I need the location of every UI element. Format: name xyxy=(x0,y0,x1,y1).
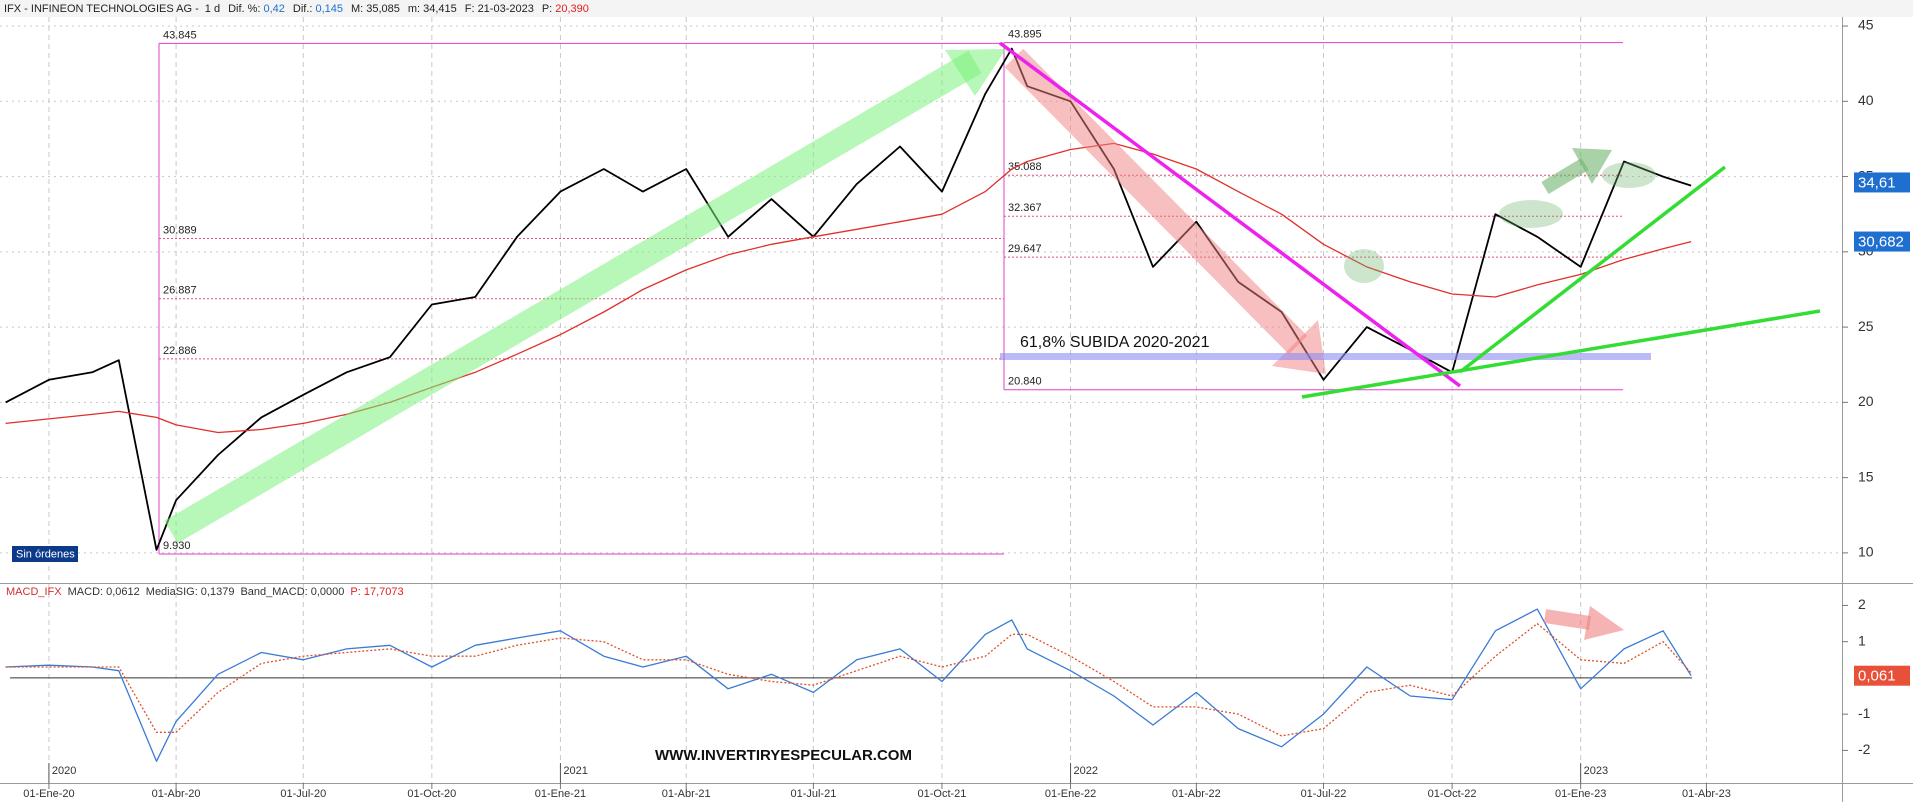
macd-header-item: Band_MACD: 0,0000 xyxy=(240,586,344,598)
fib-label: 29.647 xyxy=(1008,243,1042,255)
x-tick-label: 01-Ene-21 xyxy=(535,788,586,800)
macd-arrow-body xyxy=(1543,609,1592,630)
x-tick-label: 01-Jul-21 xyxy=(790,788,836,800)
y-tick-label: 2 xyxy=(1858,596,1866,612)
header-field-value: 21-03-2023 xyxy=(478,3,534,15)
header-field-value: 0,145 xyxy=(315,3,343,15)
series-line xyxy=(5,622,1692,737)
fib-label: 43.895 xyxy=(1008,29,1042,41)
green-trendline-short xyxy=(1458,165,1727,374)
x-tick-label: 01-Jul-20 xyxy=(280,788,326,800)
highlight-ellipse xyxy=(1499,200,1563,228)
last-value-label: 0,061 xyxy=(1858,668,1896,685)
small-arrow-head xyxy=(1572,148,1612,184)
y-tick-label: 1 xyxy=(1858,632,1866,648)
x-tick-label: 01-Abr-20 xyxy=(152,788,201,800)
year-label: 2020 xyxy=(52,765,76,777)
y-tick-label: -2 xyxy=(1858,741,1871,757)
last-value-tag xyxy=(1854,665,1910,686)
x-tick-label: 01-Abr-21 xyxy=(662,788,711,800)
highlight-ellipse xyxy=(1602,162,1656,188)
header-period: 1 d xyxy=(205,3,220,15)
fib-label: 35.088 xyxy=(1008,161,1042,173)
fib-label: 22.886 xyxy=(163,345,197,357)
last-value-label: 34,61 xyxy=(1858,174,1896,191)
annotation-text: 61,8% SUBIDA 2020-2021 xyxy=(1020,334,1210,351)
fib-label: 43.845 xyxy=(163,29,197,41)
macd-header: MACD_IFX MACD: 0,0612 MediaSIG: 0,1379 Band… xyxy=(6,586,404,598)
x-tick-label: 01-Jul-22 xyxy=(1301,788,1347,800)
red-arrow-head xyxy=(1272,320,1326,374)
badge-box xyxy=(12,546,78,562)
header-field-label: m: xyxy=(408,3,420,15)
header-field-label: P: xyxy=(542,3,552,15)
x-tick-label: 01-Abr-23 xyxy=(1682,788,1731,800)
y-tick-label: 25 xyxy=(1858,318,1874,334)
year-label: 2023 xyxy=(1584,765,1608,777)
y-tick-label: 45 xyxy=(1858,17,1874,33)
year-label: 2021 xyxy=(563,765,587,777)
badge: Sin órdenes xyxy=(16,548,75,560)
header-field-label: F: xyxy=(465,3,475,15)
header: IFX - INFINEON TECHNOLOGIES AG - 1 d Dif. … xyxy=(4,3,589,15)
y-tick-label: 10 xyxy=(1858,544,1874,560)
header-field-value: 20,390 xyxy=(555,3,589,15)
header-field-label: M: xyxy=(351,3,363,15)
data: 43.845 30.889 26.887 22.886 9.930 43.895 35.08… xyxy=(5,29,1692,762)
watermark: WWW.INVERTIRYESPECULAR.COM xyxy=(655,747,912,764)
y-tick-label: 15 xyxy=(1858,468,1874,484)
x-tick-label: 01-Ene-22 xyxy=(1045,788,1096,800)
x-tick-label: 01-Ene-23 xyxy=(1555,788,1606,800)
fib-label: 32.367 xyxy=(1008,202,1042,214)
last-value-tag xyxy=(1854,231,1910,252)
green-arrow-head xyxy=(945,49,1006,96)
fib-label: 30.889 xyxy=(163,224,197,236)
macd-arrow-head xyxy=(1584,606,1624,640)
series-line xyxy=(5,142,1692,434)
drawn-annotations xyxy=(164,41,1821,640)
x-tick-label: 01-Abr-22 xyxy=(1172,788,1221,800)
series-line xyxy=(5,608,1692,762)
y-tick-label: -1 xyxy=(1858,705,1871,721)
header-field-value: 0,42 xyxy=(263,3,284,15)
header-field-value: 35,085 xyxy=(366,3,400,15)
y-tick-label: 40 xyxy=(1858,92,1874,108)
fib-label: 20.840 xyxy=(1008,376,1042,388)
macd-header-item: MACD: 0,0612 xyxy=(68,586,140,598)
red-arrow-body xyxy=(1004,48,1308,355)
header-bar xyxy=(0,0,1913,17)
header-field-label: Dif. %: xyxy=(228,3,260,15)
highlight-ellipse xyxy=(1344,249,1384,283)
year-label: 2022 xyxy=(1074,765,1098,777)
fib-label: 9.930 xyxy=(163,540,191,552)
last-value-label: 30,682 xyxy=(1858,234,1904,251)
x-tick-label: 01-Ene-20 xyxy=(23,788,74,800)
retracement-band xyxy=(1000,353,1651,360)
x-tick-label: 01-Oct-22 xyxy=(1428,788,1477,800)
green-trendline-long xyxy=(1301,309,1821,399)
magenta-trendline xyxy=(998,41,1462,388)
header-field-value: 34,415 xyxy=(423,3,457,15)
x-tick-label: 01-Oct-21 xyxy=(918,788,967,800)
macd-header-item: MediaSIG: 0,1379 xyxy=(146,586,235,598)
small-arrow-body xyxy=(1541,157,1589,195)
macd-header-item: P: 17,7073 xyxy=(350,586,403,598)
grid xyxy=(0,17,1842,783)
green-arrow-body xyxy=(164,50,982,544)
y-tick-label: 20 xyxy=(1858,393,1874,409)
header-symbol: IFX - INFINEON TECHNOLOGIES AG - xyxy=(4,3,199,15)
fib-label: 26.887 xyxy=(163,285,197,297)
macd-header-item: MACD_IFX xyxy=(6,586,62,598)
x-tick-label: 01-Oct-20 xyxy=(407,788,456,800)
last-value-tag xyxy=(1854,172,1910,193)
header-field-label: Dif.: xyxy=(293,3,313,15)
